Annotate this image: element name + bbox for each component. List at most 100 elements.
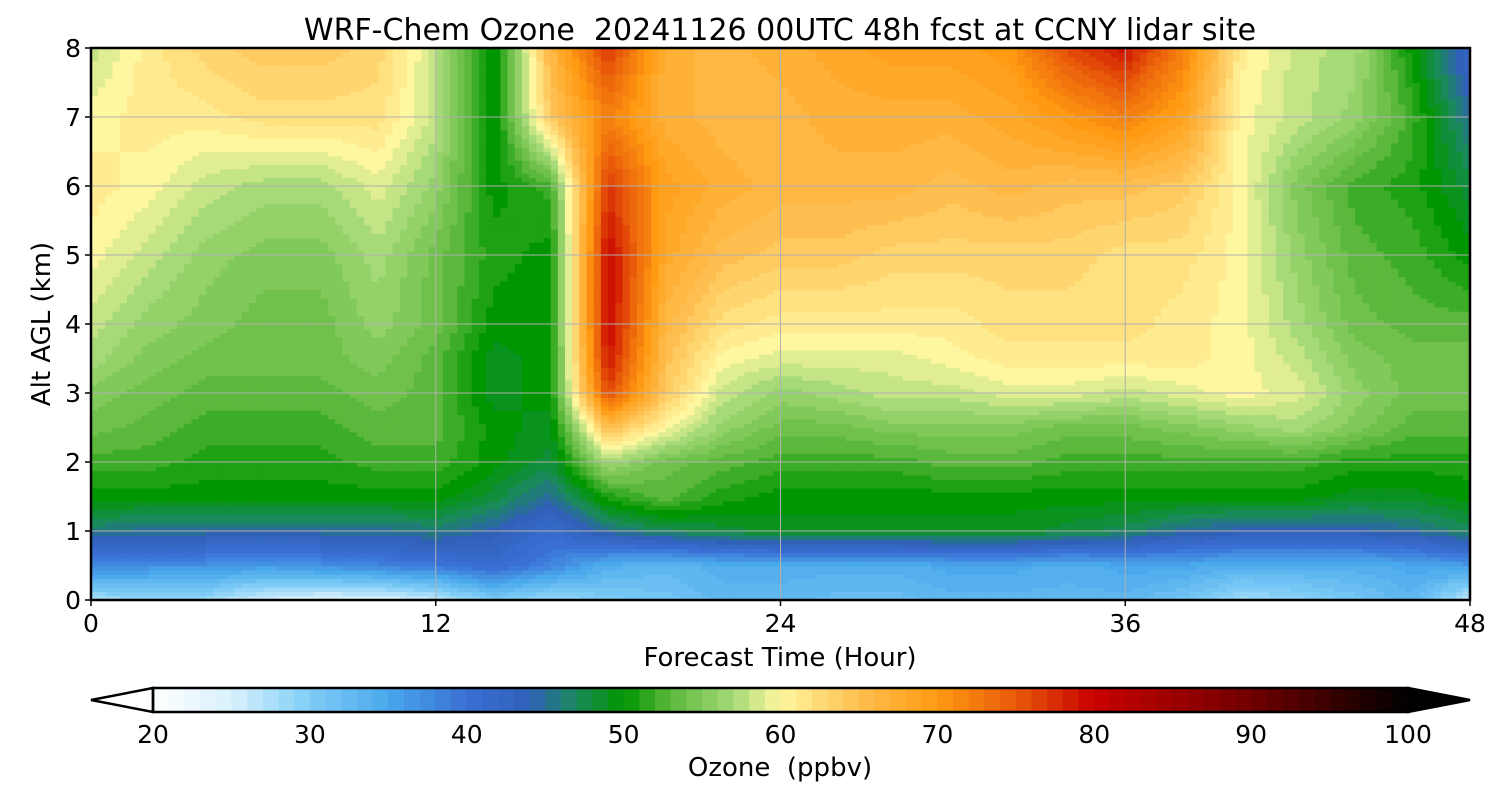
heatmap-cell — [105, 397, 113, 402]
heatmap-cell — [120, 436, 128, 441]
heatmap-cell — [134, 462, 142, 467]
heatmap-cell — [148, 423, 156, 428]
heatmap-cell — [120, 518, 128, 523]
heatmap-cell — [163, 501, 171, 506]
heatmap-cell — [105, 169, 113, 174]
heatmap-cell — [141, 462, 149, 467]
heatmap-cell — [134, 449, 142, 454]
heatmap-cell — [156, 126, 164, 131]
heatmap-cell — [156, 367, 164, 372]
heatmap-cell — [120, 350, 128, 355]
heatmap-cell — [127, 225, 135, 230]
heatmap-cell — [113, 393, 121, 398]
heatmap-cell — [134, 190, 142, 195]
heatmap-cell — [127, 152, 135, 157]
heatmap-cell — [120, 535, 128, 540]
heatmap-cell — [113, 505, 121, 510]
heatmap-cell — [120, 419, 128, 424]
heatmap-cell — [113, 121, 121, 126]
heatmap-cell — [163, 328, 171, 333]
heatmap-cell — [98, 341, 106, 346]
heatmap-cell — [113, 302, 121, 307]
heatmap-cell — [105, 126, 113, 131]
heatmap-cell — [98, 186, 106, 191]
heatmap-cell — [156, 475, 164, 480]
heatmap-cell — [105, 268, 113, 273]
heatmap-cell — [105, 225, 113, 230]
heatmap-cell — [163, 354, 171, 359]
heatmap-cell — [127, 238, 135, 243]
heatmap-cell — [163, 290, 171, 295]
heatmap-cell — [134, 134, 142, 139]
heatmap-cell — [98, 436, 106, 441]
heatmap-cell — [148, 307, 156, 312]
heatmap-cell — [163, 190, 171, 195]
heatmap-cell — [163, 199, 171, 204]
heatmap-cell — [134, 380, 142, 385]
heatmap-cell — [105, 156, 113, 161]
heatmap-cell — [127, 311, 135, 316]
heatmap-cell — [98, 259, 106, 264]
heatmap-cell — [170, 591, 178, 596]
heatmap-cell — [113, 410, 121, 415]
heatmap-cell — [134, 221, 142, 226]
heatmap-cell — [148, 164, 156, 169]
heatmap-cell — [141, 139, 149, 144]
heatmap-cell — [105, 139, 113, 144]
heatmap-cell — [98, 298, 106, 303]
heatmap-cell — [120, 548, 128, 553]
heatmap-cell — [98, 104, 106, 109]
heatmap-cell — [105, 281, 113, 286]
heatmap-cell — [156, 393, 164, 398]
heatmap-cell — [148, 428, 156, 433]
heatmap-cell — [127, 298, 135, 303]
heatmap-cell — [127, 419, 135, 424]
heatmap-cell — [156, 281, 164, 286]
heatmap-cell — [148, 315, 156, 320]
heatmap-cell — [113, 83, 121, 88]
heatmap-cell — [148, 324, 156, 329]
heatmap-cell — [156, 294, 164, 299]
heatmap-cell — [148, 285, 156, 290]
heatmap-cell — [127, 359, 135, 364]
heatmap-cell — [127, 177, 135, 182]
heatmap-cell — [120, 509, 128, 514]
heatmap-cell — [113, 570, 121, 575]
heatmap-cell — [120, 384, 128, 389]
heatmap-cell — [113, 445, 121, 450]
heatmap-cell — [156, 583, 164, 588]
heatmap-cell — [141, 367, 149, 372]
heatmap-cell — [113, 160, 121, 165]
heatmap-cell — [98, 83, 106, 88]
heatmap-cell — [120, 152, 128, 157]
heatmap-cell — [170, 531, 178, 536]
heatmap-cell — [134, 160, 142, 165]
heatmap-cell — [163, 402, 171, 407]
heatmap-cell — [156, 492, 164, 497]
heatmap-cell — [156, 548, 164, 553]
heatmap-cell — [98, 557, 106, 562]
heatmap-cell — [98, 440, 106, 445]
heatmap-cell — [148, 359, 156, 364]
heatmap-cell — [98, 509, 106, 514]
heatmap-cell — [113, 397, 121, 402]
heatmap-cell — [141, 233, 149, 238]
heatmap-cell — [163, 91, 171, 96]
heatmap-cell — [113, 246, 121, 251]
heatmap-cell — [127, 453, 135, 458]
heatmap-cell — [156, 324, 164, 329]
heatmap-cell — [148, 229, 156, 234]
heatmap-cell — [105, 117, 113, 122]
heatmap-cell — [156, 333, 164, 338]
heatmap-cell — [134, 440, 142, 445]
heatmap-cell — [156, 121, 164, 126]
heatmap-cell — [134, 164, 142, 169]
heatmap-cell — [105, 216, 113, 221]
heatmap-cell — [98, 307, 106, 312]
heatmap-cell — [148, 156, 156, 161]
heatmap-cell — [148, 535, 156, 540]
heatmap-cell — [105, 134, 113, 139]
heatmap-cell — [163, 130, 171, 135]
heatmap-cell — [120, 324, 128, 329]
heatmap-cell — [127, 380, 135, 385]
